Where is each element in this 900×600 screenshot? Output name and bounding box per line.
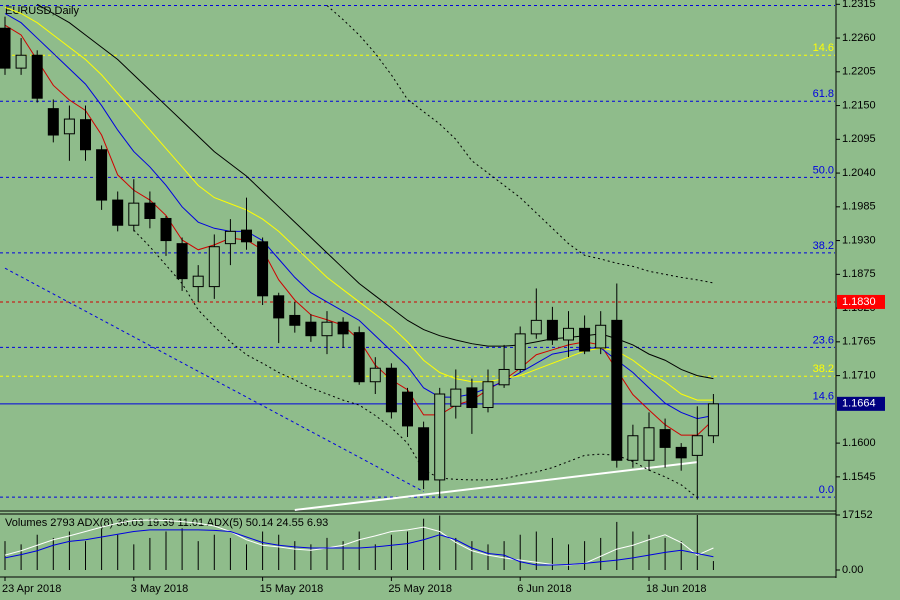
- candle-body: [224, 230, 236, 245]
- x-tick-label: 15 May 2018: [260, 583, 324, 595]
- candle-body: [305, 321, 317, 337]
- candle-body: [15, 54, 27, 69]
- candle-body: [514, 333, 526, 370]
- candle-body: [691, 435, 703, 456]
- candle-body: [466, 387, 478, 409]
- candle-body: [418, 427, 430, 481]
- trend-line: [294, 461, 698, 511]
- indicator-line: [326, 5, 714, 284]
- y-tick-label: 1.1875: [842, 268, 876, 280]
- y-tick-label: 17152: [842, 509, 873, 521]
- x-tick-label: 6 Jun 2018: [517, 583, 571, 595]
- y-tick-label: 0.00: [842, 564, 863, 576]
- candle-body: [595, 324, 607, 349]
- chart-title: EURUSD,Daily: [5, 5, 79, 17]
- candle-body: [96, 149, 108, 201]
- level-label: 0.0: [819, 484, 834, 496]
- x-tick-label: 25 May 2018: [388, 583, 452, 595]
- candle-body: [707, 403, 719, 437]
- candle-body: [144, 202, 156, 219]
- price-label-box: [837, 396, 885, 411]
- indicator-line: [4, 6, 714, 401]
- candle-body: [498, 368, 510, 386]
- level-label: 50.0: [813, 164, 834, 176]
- candle-body: [675, 446, 687, 459]
- level-label: 38.2: [813, 363, 834, 375]
- y-tick-label: 1.2150: [842, 99, 876, 111]
- y-tick-label: 1.1985: [842, 201, 876, 213]
- candle-body: [530, 319, 542, 335]
- candle-body: [289, 314, 301, 326]
- candle-body: [353, 332, 365, 383]
- y-tick-label: 1.1765: [842, 336, 876, 348]
- level-label: 61.8: [813, 88, 834, 100]
- candle-body: [434, 393, 446, 481]
- candle-body: [176, 243, 188, 280]
- candle-body: [112, 199, 124, 226]
- level-label: 23.6: [813, 334, 834, 346]
- candle-body: [627, 435, 639, 461]
- candle-body: [659, 429, 671, 448]
- indicator-line: [4, 529, 714, 566]
- candle-body: [643, 427, 655, 461]
- candle-body: [450, 388, 462, 407]
- candle-body: [31, 54, 43, 99]
- y-tick-label: 1.2315: [842, 0, 876, 10]
- x-tick-label: 18 Jun 2018: [646, 583, 707, 595]
- level-label: 14.6: [813, 391, 834, 403]
- candle-body: [80, 119, 91, 151]
- candle-body: [402, 391, 413, 427]
- candle-body: [321, 321, 333, 337]
- indicator-line: [133, 229, 698, 499]
- y-tick-label: 1.2205: [842, 66, 876, 78]
- y-tick-label: 1.2260: [842, 32, 876, 44]
- indicator-line: [4, 519, 714, 566]
- candle-body: [208, 246, 220, 288]
- indicator-title: Volumes 2793 ADX(8) 36.03 19.39 11.01 AD…: [5, 517, 328, 529]
- y-tick-label: 1.2040: [842, 167, 876, 179]
- level-label: 38.2: [813, 240, 834, 252]
- candle-body: [385, 367, 397, 413]
- candle-body: [160, 217, 172, 242]
- level-label: 14.6: [813, 42, 834, 54]
- candle-body: [192, 275, 204, 288]
- candle-body: [241, 229, 252, 243]
- candle-body: [257, 241, 269, 297]
- candle-body: [337, 321, 349, 335]
- candle-body: [611, 319, 623, 461]
- y-tick-label: 1.1545: [842, 471, 876, 483]
- y-tick-label: 1.1930: [842, 234, 876, 246]
- y-tick-label: 1.1710: [842, 370, 876, 382]
- candle-body: [579, 327, 591, 352]
- candle-body: [273, 295, 285, 319]
- x-tick-label: 3 May 2018: [131, 583, 188, 595]
- candle-body: [563, 327, 574, 341]
- price-label-box: [837, 294, 885, 309]
- candle-body: [546, 319, 558, 341]
- trend-line: [4, 267, 424, 493]
- candle-body: [482, 381, 494, 409]
- candle-body: [369, 367, 381, 383]
- price-label: 1.1664: [842, 398, 876, 410]
- price-label: 1.1830: [842, 296, 876, 308]
- candle-body: [47, 108, 59, 136]
- candle-body: [128, 202, 140, 226]
- y-tick-label: 1.2095: [842, 133, 876, 145]
- candle-body: [0, 27, 11, 69]
- candle-body: [63, 118, 75, 135]
- y-tick-label: 1.1600: [842, 437, 876, 449]
- x-tick-label: 23 Apr 2018: [2, 583, 61, 595]
